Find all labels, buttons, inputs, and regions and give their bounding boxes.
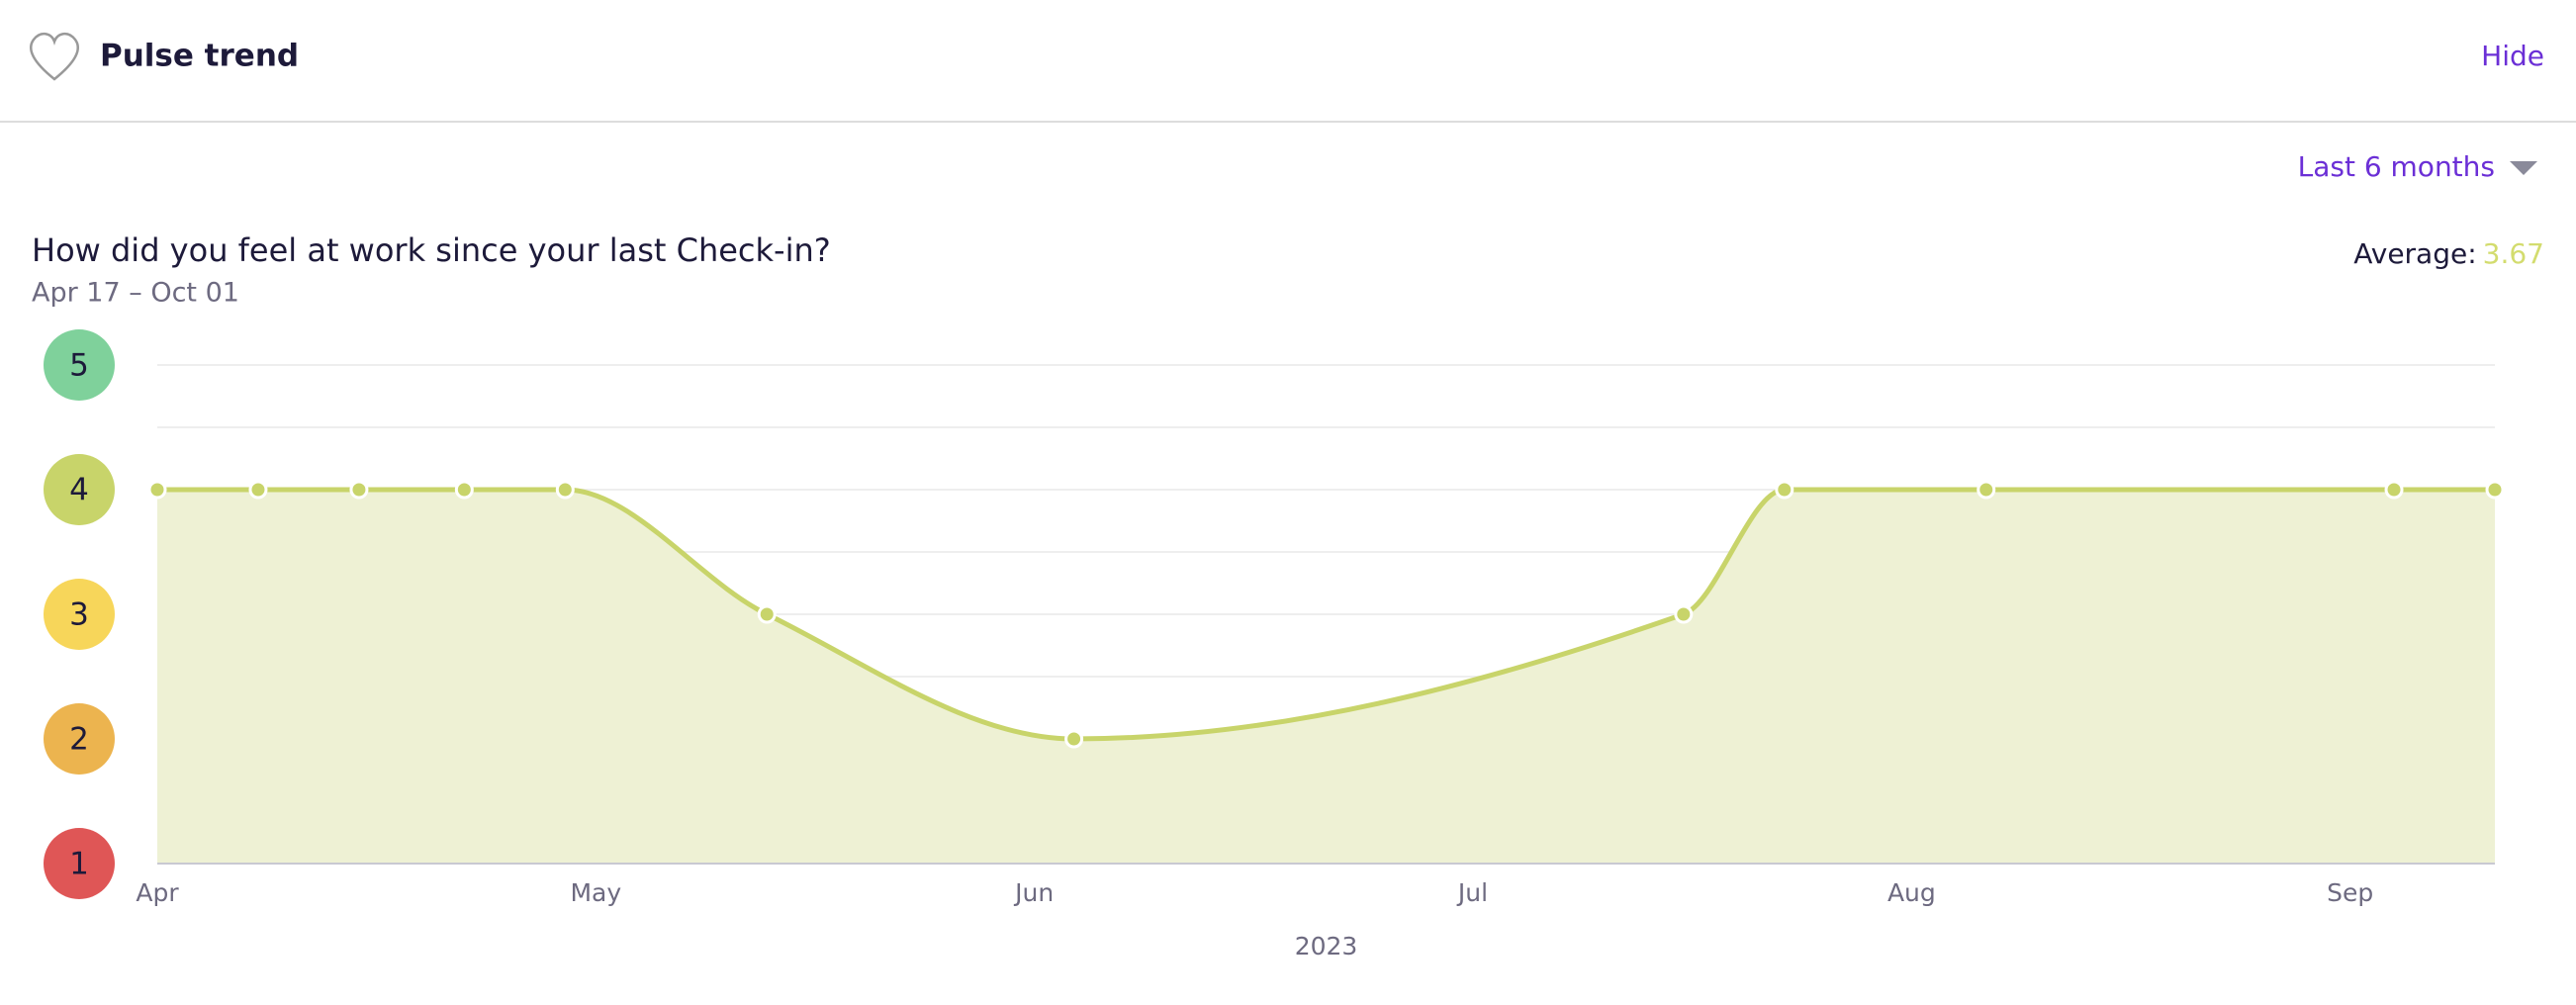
y-tick-label: 3	[69, 597, 89, 633]
y-tick-label: 5	[69, 348, 89, 384]
range-dropdown[interactable]: Last 6 months	[2298, 150, 2495, 183]
point	[2384, 480, 2404, 500]
area	[157, 490, 2495, 864]
x-tick-label: Jun	[1013, 878, 1054, 907]
x-tick-label: May	[570, 878, 621, 907]
y-tick-badge	[44, 579, 115, 650]
y-tick-label: 2	[69, 722, 89, 758]
x-axis-label: 2023	[1295, 932, 1358, 960]
point	[555, 480, 575, 500]
x-tick-label: Sep	[2327, 878, 2373, 907]
x-tick-label: Apr	[136, 878, 179, 907]
date-range: Apr 17 – Oct 01	[32, 278, 239, 309]
point	[1977, 480, 1996, 500]
point	[1674, 604, 1694, 624]
y-tick-badge	[44, 828, 115, 899]
point	[454, 480, 474, 500]
point	[2485, 480, 2505, 500]
point	[757, 604, 777, 624]
average-value: 3.67	[2483, 237, 2544, 270]
y-tick-badge	[44, 329, 115, 401]
heart-icon	[29, 33, 80, 81]
question: How did you feel at work since your last…	[32, 231, 831, 269]
average-label: Average:	[2353, 237, 2476, 270]
y-tick-badge	[44, 454, 115, 525]
card-title: Pulse trend	[100, 39, 299, 74]
x-tick-label: Aug	[1887, 878, 1936, 907]
point	[1064, 729, 1084, 749]
y-tick-label: 1	[69, 847, 89, 882]
x-tick-label: Jul	[1456, 878, 1488, 907]
point	[248, 480, 268, 500]
dropdown-arrow[interactable]	[2510, 161, 2537, 175]
hide-button[interactable]: Hide	[2481, 40, 2544, 72]
average: Average: 3.67	[2353, 237, 2544, 270]
point	[147, 480, 167, 500]
point	[1775, 480, 1794, 500]
point	[349, 480, 369, 500]
y-tick-badge	[44, 703, 115, 775]
y-tick-label: 4	[69, 473, 89, 508]
line	[157, 487, 2495, 742]
